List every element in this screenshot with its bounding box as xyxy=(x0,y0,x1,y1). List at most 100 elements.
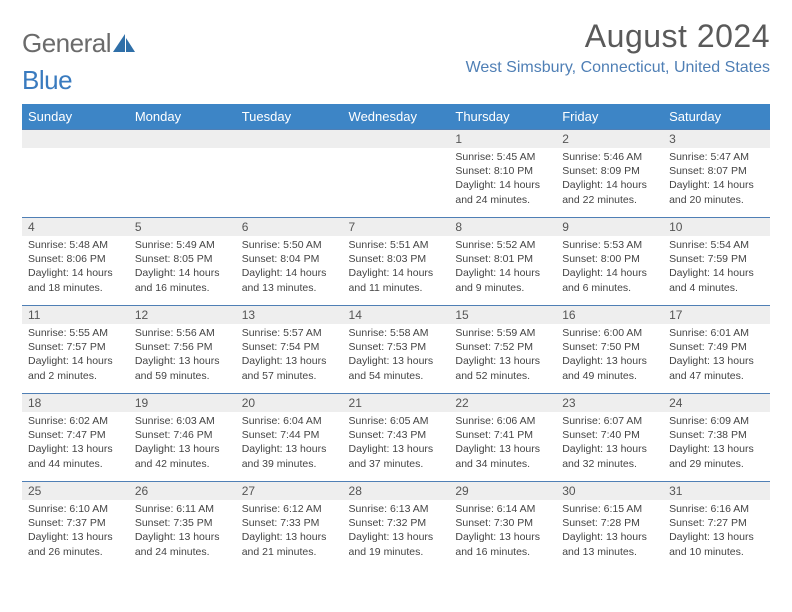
day-number: 6 xyxy=(236,218,343,236)
day-number: 26 xyxy=(129,482,236,500)
sunrise-text: Sunrise: 6:13 AM xyxy=(349,502,444,516)
calendar-day-cell: 26Sunrise: 6:11 AMSunset: 7:35 PMDayligh… xyxy=(129,482,236,570)
sunrise-text: Sunrise: 6:15 AM xyxy=(562,502,657,516)
day-details: Sunrise: 6:10 AMSunset: 7:37 PMDaylight:… xyxy=(22,500,129,561)
calendar-day-cell: 4Sunrise: 5:48 AMSunset: 8:06 PMDaylight… xyxy=(22,218,129,306)
day-number: 16 xyxy=(556,306,663,324)
calendar-day-cell: 22Sunrise: 6:06 AMSunset: 7:41 PMDayligh… xyxy=(449,394,556,482)
calendar-week-row: 4Sunrise: 5:48 AMSunset: 8:06 PMDaylight… xyxy=(22,218,770,306)
sunset-text: Sunset: 8:09 PM xyxy=(562,164,657,178)
day-number: 23 xyxy=(556,394,663,412)
day-details: Sunrise: 6:11 AMSunset: 7:35 PMDaylight:… xyxy=(129,500,236,561)
day-details: Sunrise: 6:13 AMSunset: 7:32 PMDaylight:… xyxy=(343,500,450,561)
day-number: 28 xyxy=(343,482,450,500)
day-number: 25 xyxy=(22,482,129,500)
calendar-day-cell: 16Sunrise: 6:00 AMSunset: 7:50 PMDayligh… xyxy=(556,306,663,394)
day-number: 9 xyxy=(556,218,663,236)
sunrise-text: Sunrise: 5:53 AM xyxy=(562,238,657,252)
day-details: Sunrise: 6:09 AMSunset: 7:38 PMDaylight:… xyxy=(663,412,770,473)
sunset-text: Sunset: 7:38 PM xyxy=(669,428,764,442)
day-details xyxy=(343,148,450,152)
sunrise-text: Sunrise: 5:59 AM xyxy=(455,326,550,340)
daylight-text: Daylight: 13 hours and 57 minutes. xyxy=(242,354,337,382)
daylight-text: Daylight: 13 hours and 34 minutes. xyxy=(455,442,550,470)
calendar-week-row: 1Sunrise: 5:45 AMSunset: 8:10 PMDaylight… xyxy=(22,130,770,218)
title-block: August 2024 West Simsbury, Connecticut, … xyxy=(466,18,770,77)
day-details: Sunrise: 6:01 AMSunset: 7:49 PMDaylight:… xyxy=(663,324,770,385)
sunset-text: Sunset: 7:27 PM xyxy=(669,516,764,530)
day-details: Sunrise: 5:58 AMSunset: 7:53 PMDaylight:… xyxy=(343,324,450,385)
calendar-day-cell: 3Sunrise: 5:47 AMSunset: 8:07 PMDaylight… xyxy=(663,130,770,218)
sunset-text: Sunset: 8:10 PM xyxy=(455,164,550,178)
daylight-text: Daylight: 13 hours and 24 minutes. xyxy=(135,530,230,558)
calendar-day-cell xyxy=(129,130,236,218)
daylight-text: Daylight: 13 hours and 47 minutes. xyxy=(669,354,764,382)
sunset-text: Sunset: 7:32 PM xyxy=(349,516,444,530)
calendar-week-row: 11Sunrise: 5:55 AMSunset: 7:57 PMDayligh… xyxy=(22,306,770,394)
sunrise-text: Sunrise: 6:14 AM xyxy=(455,502,550,516)
day-number xyxy=(22,130,129,148)
sunset-text: Sunset: 7:53 PM xyxy=(349,340,444,354)
calendar-day-cell: 25Sunrise: 6:10 AMSunset: 7:37 PMDayligh… xyxy=(22,482,129,570)
calendar-day-cell: 13Sunrise: 5:57 AMSunset: 7:54 PMDayligh… xyxy=(236,306,343,394)
day-details: Sunrise: 5:53 AMSunset: 8:00 PMDaylight:… xyxy=(556,236,663,297)
weekday-header: Saturday xyxy=(663,104,770,130)
weekday-header: Thursday xyxy=(449,104,556,130)
day-details: Sunrise: 5:48 AMSunset: 8:06 PMDaylight:… xyxy=(22,236,129,297)
daylight-text: Daylight: 14 hours and 11 minutes. xyxy=(349,266,444,294)
calendar-day-cell: 6Sunrise: 5:50 AMSunset: 8:04 PMDaylight… xyxy=(236,218,343,306)
sunrise-text: Sunrise: 5:49 AM xyxy=(135,238,230,252)
daylight-text: Daylight: 14 hours and 18 minutes. xyxy=(28,266,123,294)
sunset-text: Sunset: 7:46 PM xyxy=(135,428,230,442)
daylight-text: Daylight: 14 hours and 2 minutes. xyxy=(28,354,123,382)
sunset-text: Sunset: 8:06 PM xyxy=(28,252,123,266)
day-number: 11 xyxy=(22,306,129,324)
calendar-day-cell xyxy=(343,130,450,218)
sunset-text: Sunset: 7:47 PM xyxy=(28,428,123,442)
day-number: 21 xyxy=(343,394,450,412)
sunrise-text: Sunrise: 5:54 AM xyxy=(669,238,764,252)
day-number: 3 xyxy=(663,130,770,148)
day-details: Sunrise: 5:47 AMSunset: 8:07 PMDaylight:… xyxy=(663,148,770,209)
sunset-text: Sunset: 7:57 PM xyxy=(28,340,123,354)
daylight-text: Daylight: 13 hours and 49 minutes. xyxy=(562,354,657,382)
day-number: 2 xyxy=(556,130,663,148)
sunrise-text: Sunrise: 6:10 AM xyxy=(28,502,123,516)
day-number: 30 xyxy=(556,482,663,500)
day-details: Sunrise: 5:59 AMSunset: 7:52 PMDaylight:… xyxy=(449,324,556,385)
calendar-day-cell: 29Sunrise: 6:14 AMSunset: 7:30 PMDayligh… xyxy=(449,482,556,570)
day-details: Sunrise: 5:45 AMSunset: 8:10 PMDaylight:… xyxy=(449,148,556,209)
day-number: 7 xyxy=(343,218,450,236)
day-details: Sunrise: 5:51 AMSunset: 8:03 PMDaylight:… xyxy=(343,236,450,297)
daylight-text: Daylight: 14 hours and 22 minutes. xyxy=(562,178,657,206)
day-number xyxy=(236,130,343,148)
sunset-text: Sunset: 7:35 PM xyxy=(135,516,230,530)
calendar-day-cell: 8Sunrise: 5:52 AMSunset: 8:01 PMDaylight… xyxy=(449,218,556,306)
logo: General Blue xyxy=(22,18,135,96)
calendar-day-cell: 11Sunrise: 5:55 AMSunset: 7:57 PMDayligh… xyxy=(22,306,129,394)
calendar-week-row: 18Sunrise: 6:02 AMSunset: 7:47 PMDayligh… xyxy=(22,394,770,482)
daylight-text: Daylight: 13 hours and 37 minutes. xyxy=(349,442,444,470)
sunrise-text: Sunrise: 5:48 AM xyxy=(28,238,123,252)
sunset-text: Sunset: 7:50 PM xyxy=(562,340,657,354)
day-details xyxy=(236,148,343,152)
day-number: 1 xyxy=(449,130,556,148)
calendar-day-cell: 30Sunrise: 6:15 AMSunset: 7:28 PMDayligh… xyxy=(556,482,663,570)
sunrise-text: Sunrise: 6:01 AM xyxy=(669,326,764,340)
weekday-header: Sunday xyxy=(22,104,129,130)
day-details: Sunrise: 5:57 AMSunset: 7:54 PMDaylight:… xyxy=(236,324,343,385)
sunrise-text: Sunrise: 5:52 AM xyxy=(455,238,550,252)
calendar-day-cell: 28Sunrise: 6:13 AMSunset: 7:32 PMDayligh… xyxy=(343,482,450,570)
daylight-text: Daylight: 14 hours and 6 minutes. xyxy=(562,266,657,294)
sunrise-text: Sunrise: 6:16 AM xyxy=(669,502,764,516)
sunrise-text: Sunrise: 6:12 AM xyxy=(242,502,337,516)
calendar-day-cell: 10Sunrise: 5:54 AMSunset: 7:59 PMDayligh… xyxy=(663,218,770,306)
sunrise-text: Sunrise: 5:50 AM xyxy=(242,238,337,252)
day-details: Sunrise: 6:04 AMSunset: 7:44 PMDaylight:… xyxy=(236,412,343,473)
sunset-text: Sunset: 8:07 PM xyxy=(669,164,764,178)
sunrise-text: Sunrise: 6:09 AM xyxy=(669,414,764,428)
sunset-text: Sunset: 7:44 PM xyxy=(242,428,337,442)
weekday-header-row: Sunday Monday Tuesday Wednesday Thursday… xyxy=(22,104,770,130)
logo-word-blue: Blue xyxy=(22,65,72,95)
daylight-text: Daylight: 13 hours and 39 minutes. xyxy=(242,442,337,470)
